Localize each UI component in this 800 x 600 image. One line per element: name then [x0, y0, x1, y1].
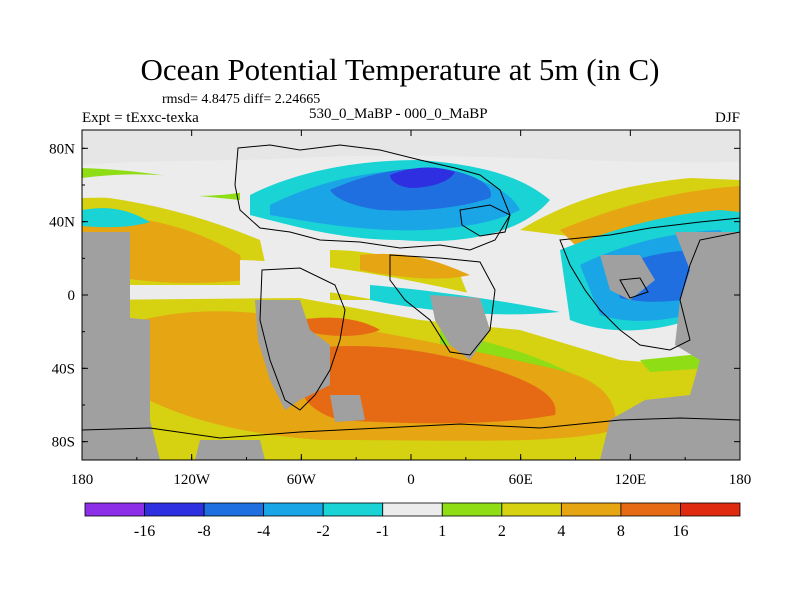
colorbar-swatch: [680, 502, 741, 517]
colorbar-swatch: [322, 502, 384, 517]
x-tick-label: 180: [729, 472, 752, 488]
land-mask-west: [82, 232, 160, 460]
colorbar-label: 2: [498, 523, 506, 540]
cool-field-northwest: [82, 208, 150, 228]
colorbar-label: 1: [438, 523, 446, 540]
land-mask-south-america: [255, 300, 330, 410]
comparison-label: 530_0_MaBP - 000_0_MaBP: [309, 106, 488, 122]
land-mask-antarctic: [195, 440, 265, 460]
colorbar-swatch: [441, 502, 503, 517]
colorbar-label: 16: [672, 523, 688, 540]
y-tick-label: 0: [68, 288, 76, 304]
colorbar-label: -2: [317, 523, 330, 540]
colorbar-swatch: [620, 502, 681, 517]
season-label: DJF: [714, 110, 740, 126]
colorbar-swatch: [382, 502, 443, 517]
x-tick-label: 60E: [509, 472, 533, 488]
coastline-east-continent: [559, 217, 740, 351]
colorbar-label: -16: [134, 523, 155, 540]
experiment-label: Expt = tExxc-texka: [82, 110, 199, 126]
y-tick-label: 80N: [49, 141, 75, 157]
neutral-streak-north: [82, 174, 250, 198]
y-tick-label: 40N: [49, 215, 75, 231]
y-tick-label: 80S: [52, 435, 75, 451]
coastlines: [82, 144, 740, 439]
land-mask-south-patch: [330, 395, 365, 422]
coastline-island-atlantic: [459, 204, 511, 237]
colorbar-label: -8: [197, 523, 210, 540]
coastline-north-continent: [234, 144, 511, 251]
land-mask-africa: [430, 295, 490, 360]
orange-field-east: [560, 186, 740, 245]
colorbar-swatch: [203, 502, 265, 517]
x-tick-label: 120W: [173, 472, 211, 488]
coastline-africa: [389, 254, 496, 356]
colorbar-label: -4: [257, 523, 270, 540]
colorbar-label: 4: [557, 523, 565, 540]
x-axis: 180 120W 60W 0 60E 120E 180: [71, 130, 752, 488]
land-mask: [82, 232, 740, 460]
colorbar-swatch: [84, 502, 145, 517]
colorbar: -16 -8 -4 -2 -1 1 2 4 8 16: [84, 502, 741, 540]
map-title: Ocean Potential Temperature at 5m (in C): [140, 52, 660, 87]
coastline-south-america: [259, 267, 346, 411]
colorbar-swatch: [560, 502, 622, 517]
colorbar-label: 8: [617, 523, 625, 540]
colorbar-swatch: [144, 502, 205, 517]
polar-cap: [82, 130, 740, 165]
colorbar-label: -1: [376, 523, 389, 540]
deep-orange-field-patch: [300, 317, 380, 336]
orange-field-atlantic: [360, 253, 470, 279]
x-tick-label: 120E: [614, 472, 646, 488]
coastline-island-east: [619, 277, 649, 299]
coastline-antarctica: [82, 417, 740, 439]
strong-cool-north: [330, 168, 491, 211]
y-axis: 80N 40N 0 40S 80S: [49, 141, 740, 451]
very-strong-cool-core: [390, 167, 455, 188]
x-tick-label: 180: [71, 472, 94, 488]
y-tick-label: 40S: [52, 361, 75, 377]
colorbar-swatch: [501, 502, 562, 517]
land-mask-east-pacific: [600, 232, 740, 460]
x-tick-label: 60W: [287, 472, 317, 488]
x-tick-label: 0: [407, 472, 415, 488]
stats-label: rmsd= 4.8475 diff= 2.24665: [162, 92, 321, 107]
colorbar-swatch: [263, 502, 324, 517]
land-mask-india: [600, 255, 655, 300]
map-field: [82, 130, 740, 460]
